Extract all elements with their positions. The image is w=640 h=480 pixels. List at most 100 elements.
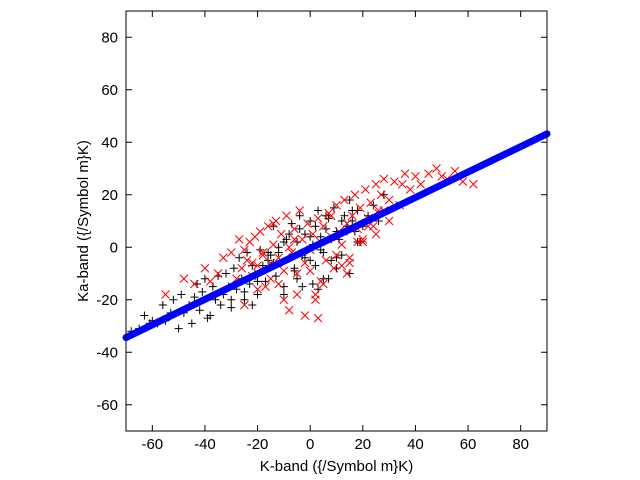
cross-point — [376, 190, 386, 200]
cross-point — [468, 179, 478, 189]
cross-point — [321, 256, 331, 265]
x-tick-label: -60 — [141, 436, 163, 453]
plus-point — [240, 287, 249, 296]
cross-point — [237, 263, 247, 273]
fit-line — [122, 130, 551, 342]
plus-point — [279, 238, 288, 246]
cross-point — [219, 253, 228, 263]
cross-point — [179, 274, 189, 284]
cross-point — [240, 245, 249, 255]
cross-point — [247, 258, 257, 268]
cross-point — [240, 300, 249, 310]
cross-point — [405, 185, 415, 194]
cross-point — [432, 164, 441, 173]
plus-point — [324, 274, 333, 283]
plus-point — [229, 264, 238, 273]
cross-point — [284, 242, 294, 252]
cross-point — [290, 235, 299, 244]
plus-point — [298, 282, 307, 291]
cross-point — [255, 227, 265, 236]
plus-point — [308, 280, 317, 288]
cross-point — [292, 269, 302, 278]
x-axis-title: K-band ({/Symbol m}K) — [260, 458, 413, 475]
cross-point — [318, 221, 328, 231]
plus-point — [169, 295, 178, 304]
plus-point — [174, 324, 183, 333]
plus-point — [279, 290, 288, 299]
cross-point — [371, 229, 381, 239]
plus-point — [235, 253, 244, 262]
cross-point — [390, 177, 399, 186]
x-tick-label: 20 — [354, 436, 371, 453]
cross-point — [253, 261, 262, 270]
plus-point — [195, 306, 204, 315]
cross-point — [350, 190, 360, 200]
cross-point — [161, 290, 170, 299]
plus-point — [337, 251, 346, 260]
plus-point — [221, 269, 230, 278]
cross-point — [205, 277, 215, 286]
plus-point — [340, 211, 349, 220]
cross-point — [313, 214, 323, 223]
plus-point — [198, 287, 207, 296]
cross-point — [261, 282, 270, 291]
plus-point — [253, 277, 262, 286]
cross-point — [437, 172, 447, 181]
plus-point — [327, 256, 336, 265]
plus-point — [311, 222, 320, 231]
x-tick-label: -40 — [194, 436, 216, 453]
cross-point — [284, 305, 294, 315]
cross-point — [297, 235, 307, 244]
plus-point — [227, 303, 236, 312]
cross-point — [258, 248, 268, 257]
x-tick-label: -20 — [247, 436, 269, 453]
plus-point — [240, 295, 249, 304]
cross-point — [353, 237, 362, 247]
cross-point — [263, 221, 273, 231]
cross-point — [384, 216, 394, 226]
cross-point — [295, 206, 305, 215]
plus-point — [314, 206, 323, 215]
cross-point — [355, 203, 365, 213]
x-tick-label: 40 — [407, 436, 424, 453]
y-tick-label: 0 — [110, 239, 118, 256]
plus-point — [227, 295, 236, 304]
cross-point — [303, 219, 312, 228]
cross-point — [361, 185, 370, 194]
plus-point — [187, 319, 196, 328]
plus-point — [293, 274, 302, 283]
plot-data-layer — [122, 130, 551, 342]
plus-point — [345, 196, 354, 204]
cross-point — [337, 240, 347, 249]
y-tick-label: 20 — [101, 187, 118, 204]
cross-point — [226, 248, 236, 257]
x-tick-label: 60 — [460, 436, 477, 453]
y-tick-label: -20 — [96, 292, 118, 309]
cross-point — [290, 224, 299, 234]
plus-point — [348, 206, 357, 215]
cross-point — [371, 179, 381, 189]
plus-point — [300, 253, 309, 262]
cross-point — [258, 250, 268, 260]
plus-point — [158, 301, 167, 309]
cross-point — [316, 277, 326, 286]
cross-point — [411, 172, 420, 181]
plot-frame — [125, 10, 548, 432]
cross-point — [200, 263, 210, 273]
plus-point — [248, 301, 257, 309]
plus-point — [316, 232, 325, 241]
cross-point — [342, 269, 352, 278]
cross-point — [340, 195, 349, 205]
cross-point — [190, 279, 199, 289]
cross-point — [279, 266, 289, 276]
cross-point — [329, 263, 339, 273]
cross-point — [266, 274, 276, 284]
y-tick-label: 60 — [101, 82, 118, 99]
cross-point — [326, 211, 336, 221]
cross-point — [279, 295, 289, 305]
plus-point — [190, 293, 199, 302]
plus-point — [311, 261, 320, 270]
cross-point — [276, 229, 286, 239]
cross-point — [292, 290, 302, 299]
